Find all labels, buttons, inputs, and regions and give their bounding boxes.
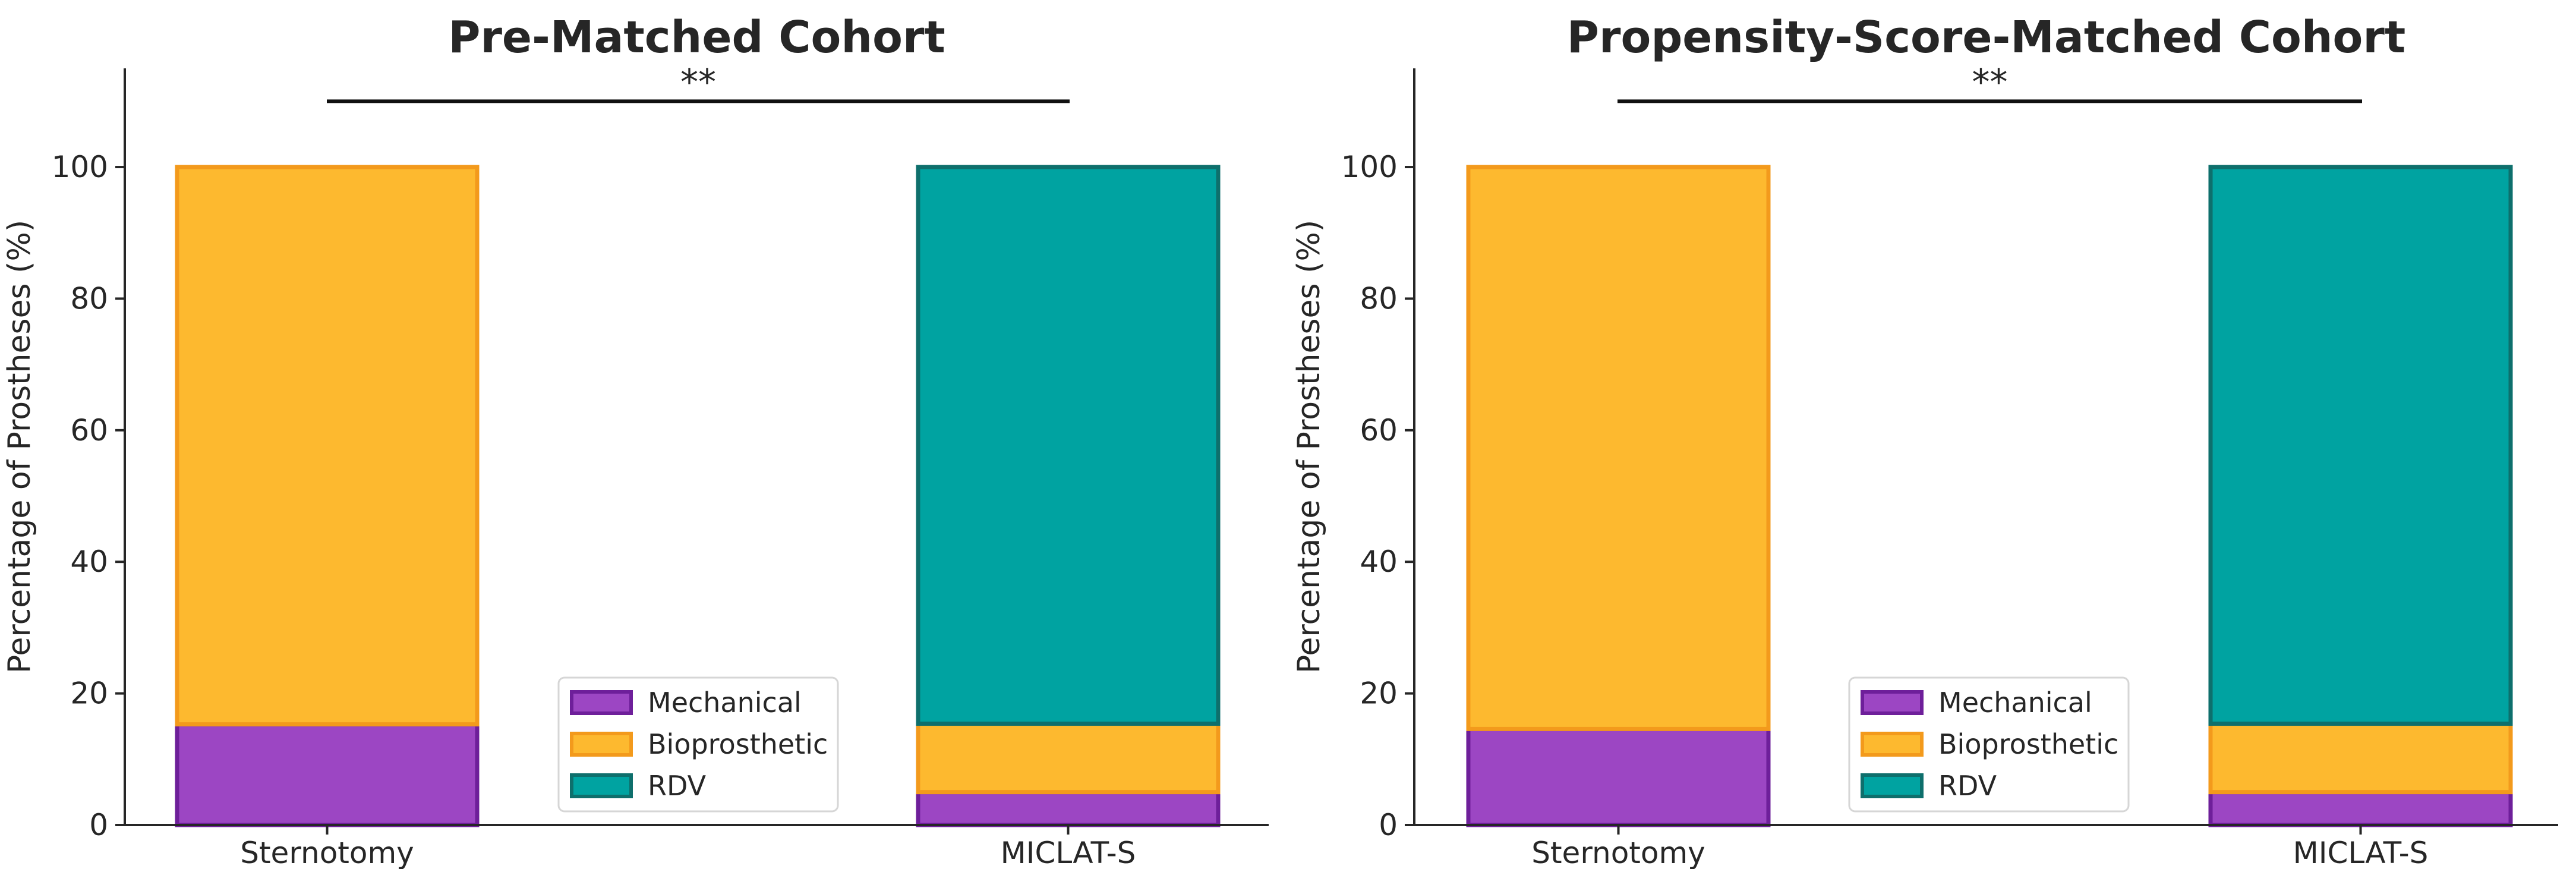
legend-swatch-mechanical [1861,690,1924,715]
legend-label-bioprosthetic: Bioprosthetic [648,728,828,760]
chart-title: Pre-Matched Cohort [448,12,945,63]
chart-title: Propensity-Score-Matched Cohort [1567,12,2406,63]
y-tick-label: 60 [1360,413,1398,448]
legend-label-rdv: RDV [648,770,707,802]
x-tick-label: Sternotomy [240,836,414,869]
bar-mechanical-miclat-s [916,790,1221,827]
y-tick-label: 80 [1360,281,1398,316]
x-tick-label: MICLAT-S [1001,836,1136,869]
y-tick-label: 0 [1379,808,1398,842]
legend-swatch-mechanical [570,690,633,715]
y-tick-label: 0 [89,808,108,842]
y-tick-label: 60 [70,413,108,448]
bar-mechanical-sternotomy [1466,726,1771,827]
y-tick-label: 100 [1341,150,1398,184]
y-tick-label: 40 [1360,544,1398,579]
legend-swatch-bioprosthetic [570,732,633,757]
legend-label-mechanical: Mechanical [1938,687,2092,719]
bar-bioprosthetic-sternotomy [1466,165,1771,731]
legend-swatch-rdv [570,773,633,798]
y-tick-label: 80 [70,281,108,316]
significance-label: ** [680,61,716,103]
legend-label-rdv: RDV [1938,770,1997,802]
y-axis-label: Percentage of Prostheses (%) [1291,220,1327,673]
bar-mechanical-sternotomy [175,722,480,827]
significance-label: ** [1972,61,2008,103]
bar-rdv-miclat-s [2208,165,2513,726]
legend: Mechanical Bioprosthetic RDV [557,676,839,813]
legend-swatch-bioprosthetic [1861,732,1924,757]
legend: Mechanical Bioprosthetic RDV [1848,676,2130,813]
bar-bioprosthetic-miclat-s [2208,722,2513,795]
x-tick-label: Sternotomy [1531,836,1705,869]
bar-bioprosthetic-sternotomy [175,165,480,727]
x-tick-label: MICLAT-S [2293,836,2429,869]
bar-mechanical-miclat-s [2208,790,2513,827]
y-tick-label: 20 [70,676,108,711]
legend-label-mechanical: Mechanical [648,687,802,719]
legend-label-bioprosthetic: Bioprosthetic [1938,728,2118,760]
y-axis-label: Percentage of Prostheses (%) [2,220,37,673]
y-tick-label: 40 [70,544,108,579]
bar-rdv-miclat-s [916,165,1221,726]
y-tick-label: 20 [1360,676,1398,711]
chart-panel-1: Pre-Matched Cohort 0 20 40 60 80 100 Sternotomy… [2,12,1269,869]
bar-bioprosthetic-miclat-s [916,722,1221,795]
y-tick-label: 100 [52,150,108,184]
chart-panel-2: Propensity-Score-Matched Cohort 0 20 40 60 80… [1291,12,2558,869]
legend-swatch-rdv [1861,773,1924,798]
